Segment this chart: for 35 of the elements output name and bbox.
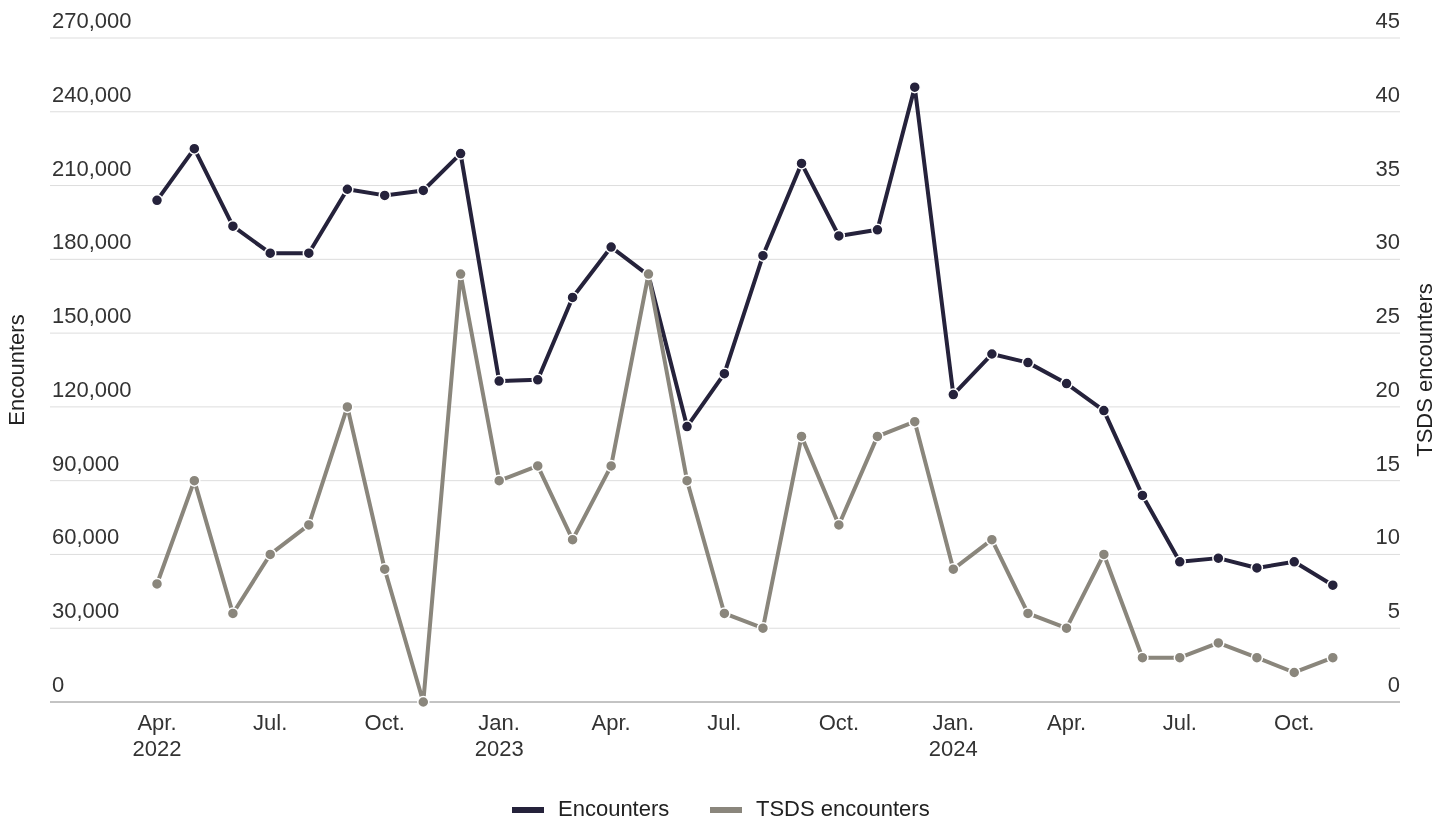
x-tick-label: Jul. xyxy=(253,710,288,735)
y2-tick-label: 40 xyxy=(1375,81,1400,107)
y2-tick-label: 15 xyxy=(1375,450,1400,476)
legend-label: TSDS encounters xyxy=(756,796,930,821)
x-tick-label: Oct. xyxy=(1274,710,1315,735)
x-tick-label: Apr. xyxy=(591,710,631,735)
y-tick-label: 150,000 xyxy=(52,303,132,329)
y2-tick-label: 20 xyxy=(1375,376,1400,402)
y2-tick-label: 5 xyxy=(1387,598,1400,624)
x-tick-label: Jul. xyxy=(1162,710,1197,735)
x-tick-label: Oct. xyxy=(818,710,860,735)
x-tick-label: Jan. 2024 xyxy=(928,710,978,761)
y-axis-title: Encounters xyxy=(4,314,29,426)
y-tick-label: 240,000 xyxy=(52,81,132,107)
x-tick-label: Jul. xyxy=(707,710,742,735)
y-tick-label: 60,000 xyxy=(52,524,120,550)
y2-tick-label: 10 xyxy=(1375,524,1400,550)
y-tick-label: 0 xyxy=(52,672,65,697)
y-tick-label: 270,000 xyxy=(52,8,132,33)
legend-label: Encounters xyxy=(558,796,670,821)
x-tick-label: Apr. 2022 xyxy=(132,710,182,761)
y-tick-label: 180,000 xyxy=(52,229,132,255)
y-tick-label: 90,000 xyxy=(52,450,120,476)
x-tick-label: Oct. xyxy=(364,710,405,735)
y-tick-label: 210,000 xyxy=(52,155,132,181)
y-tick-label: 120,000 xyxy=(52,376,132,402)
y2-tick-label: 35 xyxy=(1375,155,1400,181)
y-tick-label: 30,000 xyxy=(52,598,120,624)
x-tick-label: Apr. xyxy=(1046,710,1087,735)
y2-tick-label: 25 xyxy=(1375,303,1400,329)
y2-tick-label: 45 xyxy=(1375,8,1400,33)
x-tick-label: Jan. 2023 xyxy=(474,710,524,761)
y2-axis-title: TSDS encounters xyxy=(1412,283,1437,457)
y2-tick-label: 30 xyxy=(1375,229,1400,255)
y2-tick-label: 0 xyxy=(1387,672,1400,697)
